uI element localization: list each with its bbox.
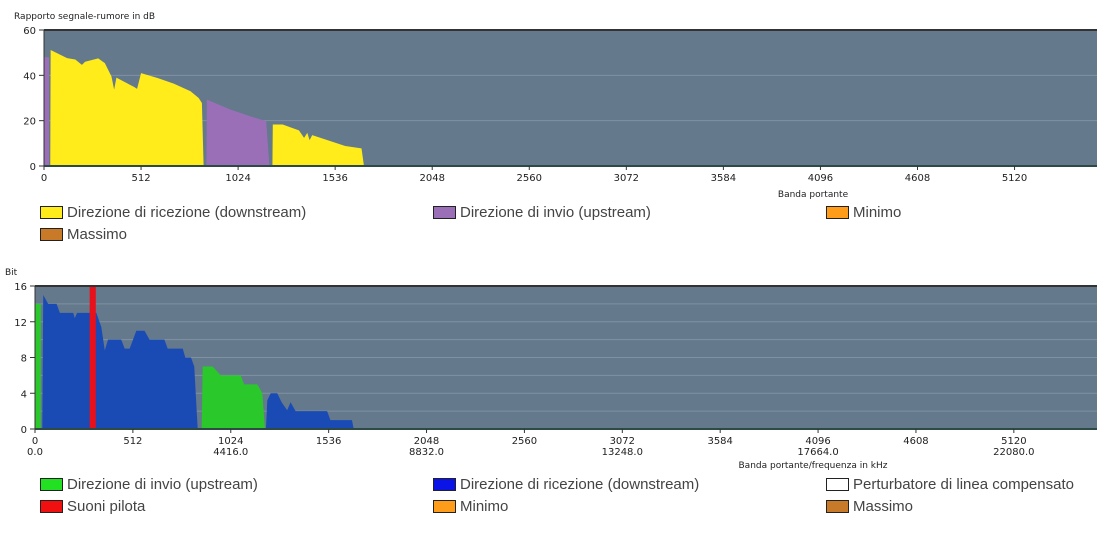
legend-swatch — [40, 206, 63, 219]
legend-swatch — [433, 500, 456, 513]
y-tick-label: 4 — [21, 389, 27, 400]
x-tick-label: 2560 — [517, 173, 542, 184]
y-tick-label: 0 — [30, 162, 36, 173]
legend-label: Massimo — [67, 226, 128, 243]
legend-label: Massimo — [853, 498, 914, 515]
x-tick-label: 3072 — [610, 436, 635, 447]
bits-legend: Direzione di invio (upstream) Direzione d… — [0, 476, 1097, 522]
x-tick-freq-label: 4416.0 — [213, 447, 248, 458]
legend-item[interactable]: Direzione di ricezione (downstream) — [433, 476, 699, 493]
y-axis-title: Bit — [5, 268, 18, 278]
series-area-4 — [89, 286, 96, 429]
legend-label: Direzione di invio (upstream) — [460, 204, 651, 221]
legend-swatch — [826, 206, 849, 219]
series-area-3 — [265, 393, 354, 429]
x-tick-label: 2560 — [512, 436, 537, 447]
y-tick-label: 8 — [21, 354, 27, 365]
y-tick-label: 16 — [14, 282, 27, 293]
legend-label: Direzione di ricezione (downstream) — [460, 476, 700, 493]
y-tick-label: 0 — [21, 425, 27, 436]
snr-chart: Rapporto segnale-rumore in dB 0 20 40 60 0 512… — [14, 12, 1097, 200]
legend-item[interactable]: Suoni pilota — [40, 498, 145, 515]
x-tick-label: 4608 — [905, 173, 930, 184]
x-tick-label: 5120 — [1001, 436, 1026, 447]
series-area-0 — [44, 57, 50, 167]
series-area-1 — [50, 49, 204, 166]
series-area-2 — [206, 99, 270, 166]
x-axis-title: Banda portante/frequenza in kHz — [739, 461, 888, 471]
legend-item[interactable]: Direzione di invio (upstream) — [40, 476, 258, 493]
legend-item[interactable]: Massimo — [826, 498, 913, 515]
x-tick-label: 4096 — [805, 436, 830, 447]
legend-label: Minimo — [853, 204, 902, 221]
legend-item[interactable]: Massimo — [40, 226, 127, 243]
y-tick-label: 20 — [23, 117, 36, 128]
x-tick-label: 5120 — [1002, 173, 1027, 184]
x-tick-label: 1024 — [218, 436, 243, 447]
x-axis-title: Banda portante — [778, 190, 849, 200]
legend-label: Suoni pilota — [67, 498, 146, 515]
legend-item[interactable]: Direzione di invio (upstream) — [433, 204, 651, 221]
x-tick-freq-label: 22080.0 — [993, 447, 1034, 458]
series-area-0 — [35, 303, 41, 429]
legend-swatch — [433, 478, 456, 491]
legend-item[interactable]: Minimo — [433, 498, 508, 515]
x-tick-freq-label: 0.0 — [27, 447, 43, 458]
x-tick-label: 1024 — [225, 173, 250, 184]
x-tick-label: 2048 — [414, 436, 439, 447]
x-tick-freq-label: 17664.0 — [797, 447, 838, 458]
legend-swatch — [40, 228, 63, 241]
legend-label: Direzione di invio (upstream) — [67, 476, 258, 493]
x-tick-label: 512 — [132, 173, 151, 184]
x-tick-label: 3584 — [707, 436, 732, 447]
y-tick-label: 40 — [23, 71, 36, 82]
y-axis-title: Rapporto segnale-rumore in dB — [14, 12, 155, 22]
legend-swatch — [40, 478, 63, 491]
x-tick-label: 4096 — [808, 173, 833, 184]
x-tick-freq-label: 8832.0 — [409, 447, 444, 458]
series-area-3 — [272, 124, 364, 166]
legend-swatch — [40, 500, 63, 513]
x-tick-label: 1536 — [322, 173, 347, 184]
x-tick-label: 0 — [41, 173, 47, 184]
series-area-1 — [42, 294, 198, 429]
y-tick-label: 12 — [14, 318, 27, 329]
x-tick-label: 3072 — [614, 173, 639, 184]
x-tick-label: 1536 — [316, 436, 341, 447]
legend-label: Perturbatore di linea compensato — [853, 476, 1074, 493]
legend-swatch — [826, 478, 849, 491]
snr-legend: Direzione di ricezione (downstream) Direz… — [0, 204, 1097, 250]
y-tick-label: 60 — [23, 26, 36, 37]
x-tick-label: 2048 — [419, 173, 444, 184]
legend-item[interactable]: Minimo — [826, 204, 901, 221]
legend-label: Minimo — [460, 498, 509, 515]
legend-swatch — [433, 206, 456, 219]
legend-item[interactable]: Direzione di ricezione (downstream) — [40, 204, 306, 221]
x-tick-label: 4608 — [903, 436, 928, 447]
x-tick-label: 512 — [123, 436, 142, 447]
x-tick-label: 0 — [32, 436, 38, 447]
legend-swatch — [826, 500, 849, 513]
series-area-2 — [201, 366, 265, 429]
legend-item[interactable]: Perturbatore di linea compensato — [826, 476, 1074, 493]
x-tick-freq-label: 13248.0 — [602, 447, 643, 458]
x-tick-label: 3584 — [711, 173, 736, 184]
legend-label: Direzione di ricezione (downstream) — [67, 204, 307, 221]
